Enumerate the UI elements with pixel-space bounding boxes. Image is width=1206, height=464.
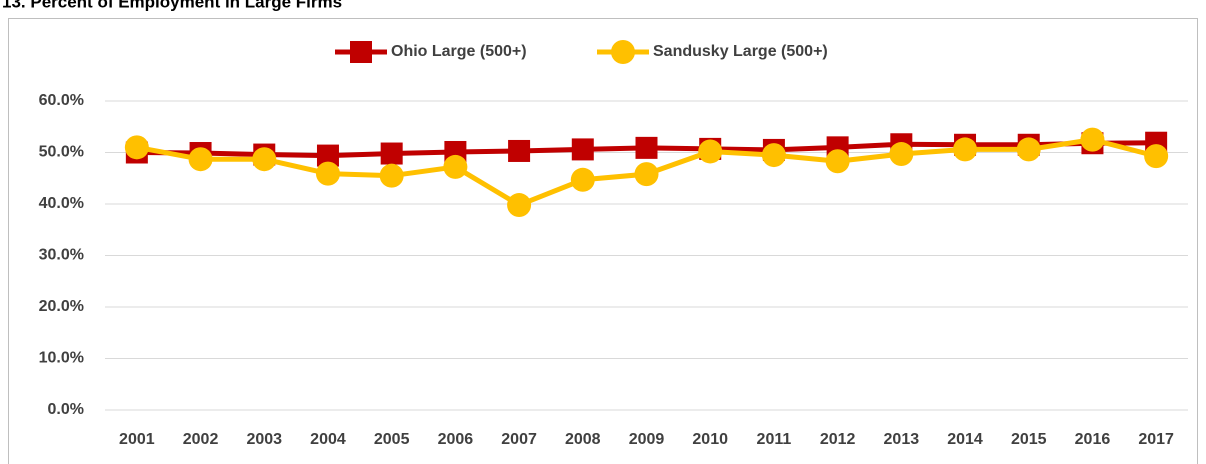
x-tick-label: 2011 [757, 431, 792, 448]
chart-frame [8, 18, 1198, 464]
x-tick-label: 2009 [629, 431, 665, 448]
y-tick-label: 60.0% [39, 92, 84, 109]
x-tick-label: 2014 [947, 431, 983, 448]
x-tick-label: 2001 [119, 431, 155, 448]
x-tick-label: 2002 [183, 431, 219, 448]
x-tick-label: 2005 [374, 431, 410, 448]
x-tick-label: 2010 [692, 431, 728, 448]
marker [443, 154, 468, 179]
y-tick-label: 20.0% [39, 298, 84, 315]
marker [571, 138, 594, 161]
y-tick-label: 10.0% [39, 350, 84, 367]
marker [825, 149, 850, 174]
marker [315, 161, 340, 186]
marker [634, 162, 659, 187]
marker [350, 41, 372, 63]
y-tick-label: 50.0% [39, 144, 84, 161]
y-tick-label: 30.0% [39, 247, 84, 264]
marker [508, 139, 531, 162]
marker [252, 147, 277, 172]
x-tick-label: 2006 [438, 431, 474, 448]
marker [611, 40, 635, 64]
chart-title: 13. Percent of Employment in Large Firms [2, 0, 342, 11]
marker [761, 143, 786, 168]
x-tick-label: 2015 [1011, 431, 1047, 448]
marker [1144, 144, 1169, 169]
legend-label: Sandusky Large (500+) [653, 43, 828, 60]
marker [507, 193, 532, 218]
marker [698, 139, 723, 164]
y-tick-label: 0.0% [48, 401, 84, 418]
marker [1016, 137, 1041, 162]
marker [1080, 127, 1105, 152]
marker [124, 135, 149, 160]
x-tick-label: 2016 [1075, 431, 1111, 448]
x-tick-label: 2012 [820, 431, 856, 448]
x-tick-label: 2007 [501, 431, 537, 448]
marker [380, 142, 403, 165]
marker [953, 137, 978, 162]
marker [316, 144, 339, 167]
x-tick-label: 2003 [246, 431, 282, 448]
marker [188, 147, 213, 172]
x-tick-label: 2013 [884, 431, 920, 448]
x-tick-label: 2008 [565, 431, 601, 448]
y-tick-label: 40.0% [39, 195, 84, 212]
legend-label: Ohio Large (500+) [391, 43, 527, 60]
marker [379, 163, 404, 188]
x-tick-label: 2017 [1138, 431, 1174, 448]
x-tick-label: 2004 [310, 431, 346, 448]
marker [889, 142, 914, 167]
marker [570, 167, 595, 192]
marker [635, 136, 658, 159]
